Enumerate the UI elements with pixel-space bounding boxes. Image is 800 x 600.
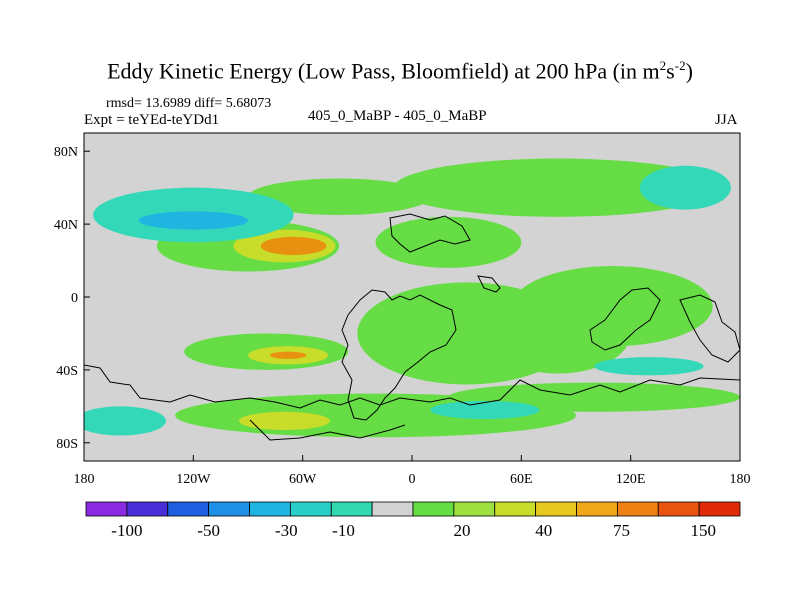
colorbar-swatch <box>371 501 414 517</box>
y-tick-label: 80S <box>56 437 78 452</box>
x-tick-label: 0 <box>409 472 416 487</box>
contour-region-19 <box>84 406 166 436</box>
colorbar-label: -100 <box>111 521 142 540</box>
colorbar-swatch <box>330 501 373 517</box>
contour-region-5 <box>248 178 431 215</box>
x-tick-label: 120E <box>616 472 646 487</box>
contour-region-4 <box>393 158 722 217</box>
contour-region-17 <box>639 165 731 210</box>
season-label: JJA <box>715 112 738 128</box>
colorbar-swatch <box>657 501 700 517</box>
colorbar-swatch <box>494 501 537 517</box>
x-tick-label: 120W <box>176 472 211 487</box>
expt-label: Expt = teYEd-teYDd1 <box>84 112 220 128</box>
contour-region-13 <box>238 411 330 431</box>
colorbar-label: -30 <box>275 521 298 540</box>
colorbar-swatch <box>167 501 210 517</box>
x-tick-label: 180 <box>74 472 95 487</box>
colorbar-swatch <box>412 501 455 517</box>
contour-region-16 <box>138 211 248 230</box>
y-tick-label: 0 <box>71 291 78 306</box>
center-label: 405_0_MaBP - 405_0_MaBP <box>308 108 487 124</box>
contour-region-20 <box>430 400 540 420</box>
colorbar-swatch <box>698 501 741 517</box>
coastline-antarctic-shelf <box>249 419 406 441</box>
colorbar-label: -50 <box>197 521 220 540</box>
contour-region-10 <box>269 351 307 359</box>
y-tick-label: 40N <box>54 218 78 233</box>
contour-region-18 <box>594 357 704 376</box>
coastline-antarctica <box>84 364 740 409</box>
colorbar-label: 150 <box>690 521 716 540</box>
colorbar-swatch <box>453 501 496 517</box>
colorbar-swatch <box>535 501 577 517</box>
colorbar-swatch <box>249 501 291 517</box>
coastline-south-america <box>341 289 457 421</box>
x-tick-label: 60W <box>289 472 317 487</box>
x-tick-label: 60E <box>510 472 533 487</box>
stats-line: rmsd= 13.6989 diff= 5.68073 <box>106 96 272 111</box>
colorbar-swatch <box>126 501 169 517</box>
colorbar-swatch <box>208 501 250 517</box>
contour-region-11 <box>512 266 713 347</box>
colorbar-label: 40 <box>535 521 552 540</box>
coastline-australia <box>589 287 661 351</box>
colorbar-swatch <box>576 501 618 517</box>
colorbar-label: 20 <box>454 521 471 540</box>
coastline-africa <box>477 275 501 293</box>
chart-title: Eddy Kinetic Energy (Low Pass, Bloomfiel… <box>107 58 693 84</box>
colorbar-swatch <box>289 501 332 517</box>
contour-region-2 <box>260 236 327 256</box>
coastline-north-america <box>389 213 471 253</box>
x-tick-label: 180 <box>730 472 751 487</box>
y-tick-label: 80N <box>54 145 78 160</box>
colorbar-label: -10 <box>332 521 355 540</box>
colorbar-label: 75 <box>613 521 630 540</box>
coastline-maritime <box>679 294 740 363</box>
colorbar-swatch <box>85 501 128 517</box>
colorbar-swatch <box>616 501 659 517</box>
y-tick-label: 40S <box>56 364 78 379</box>
